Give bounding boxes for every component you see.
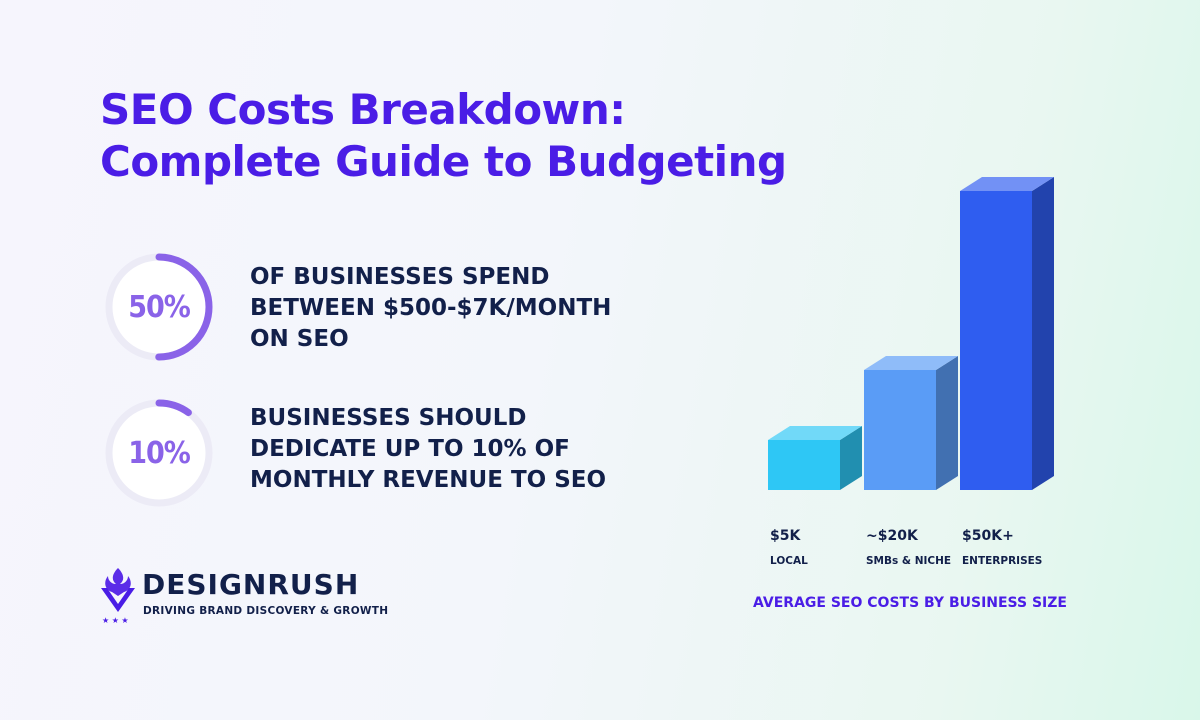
bar-side [936, 356, 958, 490]
bar [864, 370, 936, 490]
bar-value-label: ~$20K [866, 528, 919, 544]
bar-top [768, 426, 862, 440]
brand-tagline: DRIVING BRAND DISCOVERY & GROWTH [143, 605, 389, 617]
stat-description: BUSINESSES SHOULD DEDICATE UP TO 10% OF … [250, 403, 670, 496]
title-line-1: SEO Costs Breakdown: [100, 85, 626, 134]
bar-category-label: SMBs & NICHE [866, 555, 951, 567]
bar-side [1032, 177, 1054, 490]
stat-line: ON SEO [250, 326, 349, 352]
bar-value-label: $5K [770, 528, 801, 544]
seo-cost-bar-chart: $5K LOCAL ~$20K SMBs & NICHE $50K+ ENTERPRISE… [768, 177, 1054, 567]
stat-line: MONTHLY REVENUE TO SEO [250, 467, 607, 493]
brand-name: DESIGNRUSH [142, 568, 360, 601]
progress-ring-icon [105, 253, 213, 361]
brand-logo: ★ ★ ★ DESIGNRUSH DRIVING BRAND DISCOVERY… [98, 566, 418, 626]
chart-title: AVERAGE SEO COSTS BY BUSINESS SIZE [753, 595, 1067, 611]
stat-percentage: 10% [128, 435, 191, 471]
stat-line: OF BUSINESSES SPEND [250, 264, 550, 290]
bar [768, 440, 840, 490]
bar-top [960, 177, 1054, 191]
stat-ring-50: 50% [100, 248, 218, 366]
designrush-logo-icon: ★ ★ ★ [101, 568, 135, 625]
bar-side [840, 426, 862, 490]
stat-ring-10: 10% [100, 394, 218, 512]
stat-line: BETWEEN $500-$7K/MONTH [250, 295, 612, 321]
bar-category-label: ENTERPRISES [962, 555, 1042, 567]
stat-percentage: 50% [128, 289, 191, 325]
title-line-2: Complete Guide to Budgeting [100, 137, 787, 186]
bar-top [864, 356, 958, 370]
page-title: SEO Costs Breakdown: Complete Guide to B… [100, 84, 787, 188]
svg-text:★ ★ ★: ★ ★ ★ [102, 616, 129, 625]
stat-line: DEDICATE UP TO 10% OF [250, 436, 570, 462]
bar [960, 191, 1032, 490]
bar-category-label: LOCAL [770, 555, 808, 567]
bar-value-label: $50K+ [962, 528, 1014, 544]
stat-line: BUSINESSES SHOULD [250, 405, 527, 431]
stat-description: OF BUSINESSES SPEND BETWEEN $500-$7K/MON… [250, 262, 670, 355]
progress-ring-icon [105, 399, 213, 507]
